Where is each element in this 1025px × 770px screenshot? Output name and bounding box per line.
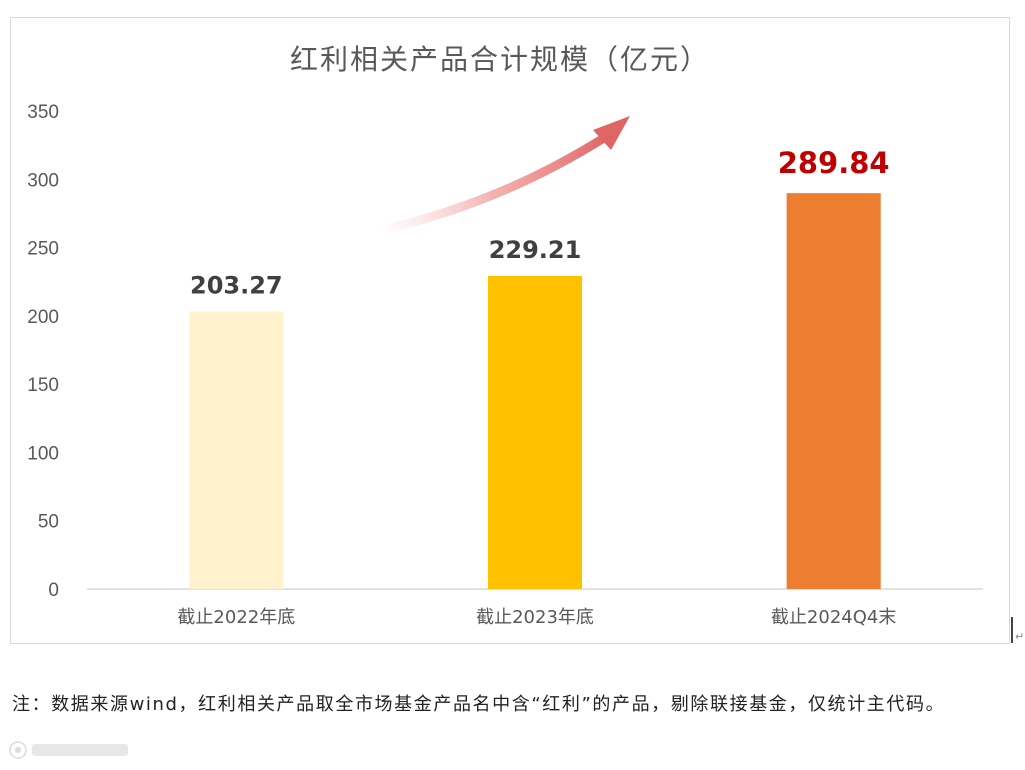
y-tick-label: 150 bbox=[27, 375, 59, 396]
chart-title: 红利相关产品合计规模（亿元） bbox=[290, 43, 710, 76]
chart-frame: 红利相关产品合计规模（亿元） 0 50 100 150 200 250 300 350 203… bbox=[10, 17, 1010, 644]
y-tick-label: 300 bbox=[27, 170, 59, 191]
bar bbox=[786, 193, 881, 589]
bar-chart: 红利相关产品合计规模（亿元） 0 50 100 150 200 250 300 350 203… bbox=[27, 43, 983, 628]
x-tick-label: 截止2024Q4末 bbox=[771, 607, 896, 628]
y-axis: 0 50 100 150 200 250 300 350 bbox=[27, 102, 59, 601]
paragraph-mark-icon: ↵ bbox=[1015, 630, 1025, 643]
x-axis: 截止2022年底 截止2023年底 截止2024Q4末 bbox=[177, 607, 896, 628]
x-tick-label: 截止2023年底 bbox=[476, 607, 594, 628]
data-labels: 203.27 229.21 289.84 bbox=[190, 146, 890, 299]
bars bbox=[189, 193, 881, 589]
trend-arrow-icon bbox=[376, 116, 630, 235]
watermark-logo bbox=[9, 741, 128, 759]
data-label: 289.84 bbox=[778, 146, 890, 180]
bar bbox=[487, 275, 583, 589]
text-cursor bbox=[1011, 617, 1013, 643]
y-tick-label: 250 bbox=[27, 239, 59, 260]
y-tick-label: 200 bbox=[27, 307, 59, 328]
y-tick-label: 350 bbox=[27, 102, 59, 123]
x-tick-label: 截止2022年底 bbox=[177, 607, 295, 628]
y-tick-label: 100 bbox=[27, 443, 59, 464]
y-tick-label: 0 bbox=[48, 580, 59, 601]
data-label: 203.27 bbox=[190, 271, 283, 299]
data-label: 229.21 bbox=[489, 236, 582, 264]
bar bbox=[189, 311, 284, 589]
y-tick-label: 50 bbox=[38, 512, 59, 533]
footnote: 注：数据来源wind，红利相关产品取全市场基金产品名中含“红利”的产品，剔除联接… bbox=[12, 694, 946, 715]
